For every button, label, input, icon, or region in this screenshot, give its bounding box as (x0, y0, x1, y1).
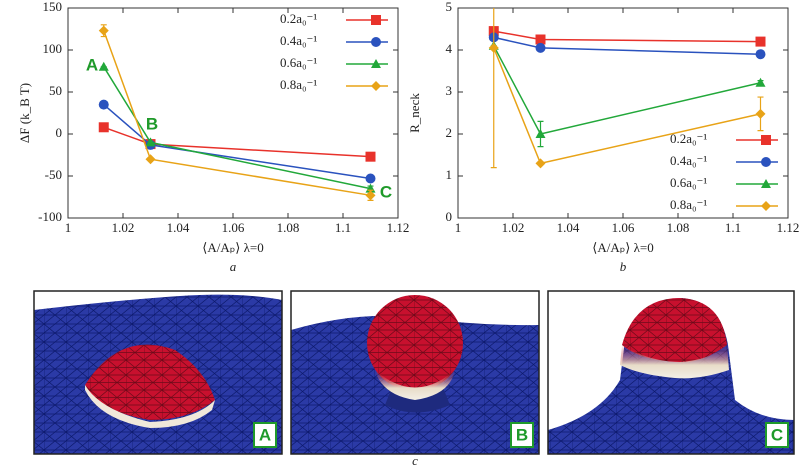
x-tick-label: 1.08 (667, 220, 690, 235)
panel-frame (290, 290, 540, 455)
panel-image (34, 291, 282, 454)
legend-label: 0.8a₀⁻¹ (280, 77, 317, 92)
y-tick-label: 2 (446, 125, 453, 140)
marker (145, 137, 156, 147)
x-tick-label: 1.06 (222, 220, 245, 235)
y-tick-label: -50 (45, 167, 62, 182)
y-tick-label: 1 (446, 167, 453, 182)
x-tick-label: 1.08 (277, 220, 300, 235)
panel-label-box (765, 422, 789, 448)
marker (755, 108, 766, 119)
marker (535, 34, 546, 45)
plot-area (98, 24, 376, 201)
x-tick-label: 1 (455, 220, 462, 235)
marker (535, 158, 546, 169)
marker (755, 77, 766, 87)
x-tick-label: 1.12 (387, 220, 410, 235)
x-tick-label: 1.02 (112, 220, 135, 235)
legend-label: 0.4a₀⁻¹ (280, 33, 317, 48)
marker (761, 201, 771, 211)
series-line (493, 30, 761, 43)
plot-area (488, 8, 766, 169)
panel-label-box (510, 422, 534, 448)
x-tick-label: 1.12 (777, 220, 800, 235)
y-tick-label: 5 (446, 0, 453, 14)
legend-label: 0.4a₀⁻¹ (670, 153, 707, 168)
marker (98, 99, 109, 110)
panel-label: C (771, 425, 783, 444)
panel-image (548, 291, 794, 454)
marker (365, 173, 376, 184)
x-tick-label: 1.02 (502, 220, 525, 235)
panel-label: B (516, 425, 528, 444)
legend-label: 0.2a₀⁻¹ (280, 11, 317, 26)
marker (365, 151, 376, 162)
legend-label: 0.6a₀⁻¹ (280, 55, 317, 70)
marker (488, 42, 499, 53)
x-axis-label: ⟨A/Aₚ⟩ λ=0 (202, 240, 263, 255)
annotation: C (380, 182, 392, 201)
legend-label: 0.6a₀⁻¹ (670, 175, 707, 190)
x-tick-label: 1.06 (612, 220, 635, 235)
panel-frame (33, 290, 283, 455)
y-axis-label: R_neck (407, 93, 422, 133)
legend-label: 0.2a₀⁻¹ (670, 131, 707, 146)
marker (371, 81, 381, 91)
panel-frame (547, 290, 795, 455)
panel-label: A (259, 425, 271, 444)
y-tick-label: 50 (49, 83, 62, 98)
chart-caption: a (230, 259, 237, 274)
series-line (493, 47, 761, 165)
panel-image (291, 291, 539, 454)
series-line (103, 30, 371, 197)
y-tick-label: 100 (43, 41, 63, 56)
marker (761, 135, 771, 145)
y-tick-label: 3 (446, 83, 453, 98)
marker (761, 179, 771, 188)
y-tick-label: 150 (43, 0, 63, 14)
legend-label: 0.8a₀⁻¹ (670, 197, 707, 212)
marker (98, 122, 109, 133)
y-tick-label: 0 (446, 209, 453, 224)
y-tick-label: 0 (56, 125, 63, 140)
marker (98, 25, 109, 36)
marker (535, 42, 546, 53)
panel-caption: c (412, 453, 418, 468)
plot-frame (67, 7, 399, 219)
chart-caption: b (620, 259, 627, 274)
x-tick-label: 1.04 (167, 220, 190, 235)
annotation: A (86, 55, 98, 74)
y-tick-label: 4 (446, 41, 453, 56)
series-line (103, 66, 371, 190)
annotation: B (146, 114, 158, 133)
x-tick-label: 1.1 (335, 220, 351, 235)
series-line (493, 45, 761, 135)
x-axis-label: ⟨A/Aₚ⟩ λ=0 (592, 240, 653, 255)
marker (145, 154, 156, 165)
plot-frame (457, 7, 789, 219)
x-tick-label: 1.04 (557, 220, 580, 235)
marker (755, 36, 766, 47)
error-bar (490, 8, 497, 169)
marker (535, 129, 546, 138)
marker (98, 61, 109, 71)
marker (755, 49, 766, 60)
marker (371, 59, 381, 68)
y-axis-label: ΔF (k_B T) (17, 83, 32, 143)
marker (365, 190, 376, 201)
x-tick-label: 1.1 (725, 220, 741, 235)
y-tick-label: -100 (38, 209, 62, 224)
marker (371, 37, 381, 47)
panel-label-box (253, 422, 277, 448)
marker (371, 15, 381, 25)
marker (761, 157, 771, 167)
x-tick-label: 1 (65, 220, 72, 235)
